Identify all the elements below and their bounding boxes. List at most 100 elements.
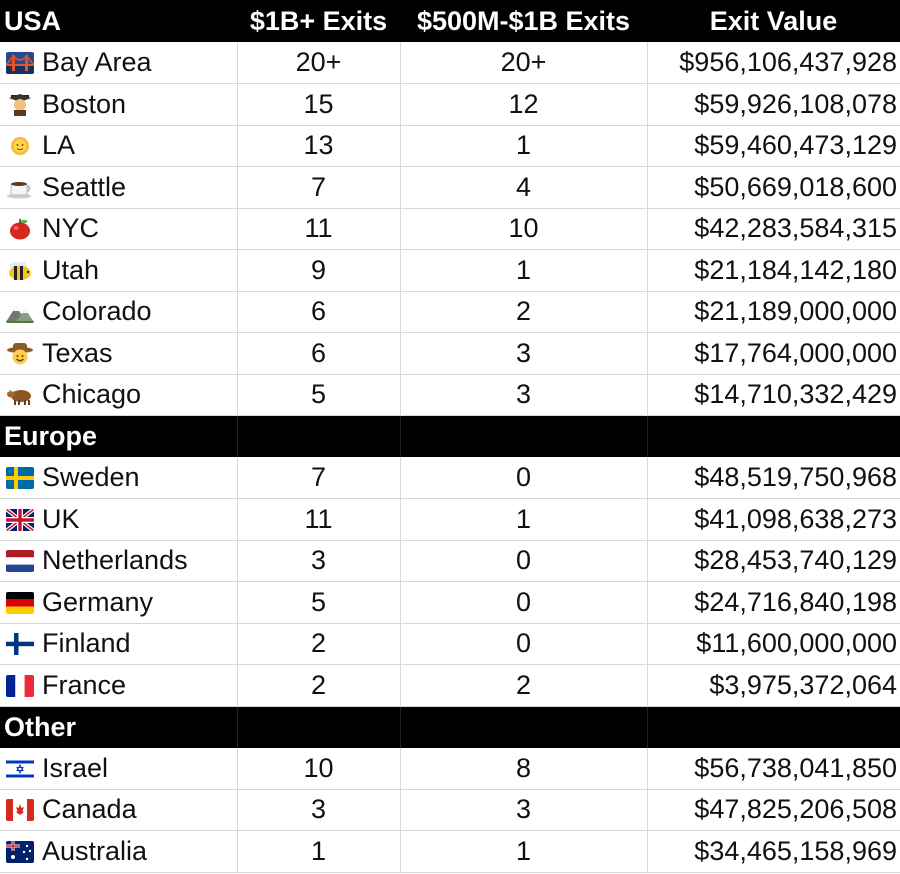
table-row: LA 13 1 $59,460,473,129 — [0, 125, 900, 167]
exit-value-cell: $11,600,000,000 — [647, 623, 900, 665]
1b-exits-cell: 6 — [237, 332, 401, 375]
region-name: Seattle — [42, 171, 127, 202]
netherlands-flag-icon — [6, 550, 34, 573]
region-cell: Sweden — [0, 457, 238, 499]
uk-flag-icon — [6, 508, 34, 531]
table-body: Bay Area 20+ 20+ $956,106,437,928 Boston 15 12… — [0, 42, 900, 873]
exit-value-cell: $48,519,750,968 — [647, 457, 900, 499]
region-name: UK — [42, 503, 80, 534]
exit-value-cell: $50,669,018,600 — [647, 166, 900, 209]
1b-exits-cell: 13 — [237, 125, 401, 167]
500m-1b-exits-cell: 0 — [400, 623, 648, 665]
500m-1b-exits-cell: 3 — [400, 332, 648, 375]
section-label: Europe — [0, 415, 238, 457]
france-flag-icon — [6, 674, 34, 697]
1b-exits-cell: 11 — [237, 208, 401, 250]
section-header-europe: Europe — [0, 415, 900, 457]
exit-value-cell: $24,716,840,198 — [647, 581, 900, 624]
region-cell: NYC — [0, 208, 238, 250]
header-500m-1b-exits: $500M-$1B Exits — [400, 0, 647, 42]
500m-1b-exits-cell: 12 — [400, 83, 648, 126]
region-name: Finland — [42, 628, 131, 659]
region-name: Boston — [42, 88, 127, 119]
mountain-icon — [6, 301, 34, 324]
section-empty-cell — [647, 706, 900, 748]
table-row: Australia 1 1 $34,465,158,969 — [0, 830, 900, 873]
region-cell: Utah — [0, 249, 238, 292]
region-name: Chicago — [42, 379, 142, 410]
1b-exits-cell: 2 — [237, 664, 401, 707]
1b-exits-cell: 5 — [237, 374, 401, 416]
table-row: Finland 2 0 $11,600,000,000 — [0, 623, 900, 665]
region-cell: LA — [0, 125, 238, 167]
1b-exits-cell: 15 — [237, 83, 401, 126]
region-name: Bay Area — [42, 47, 152, 77]
australia-flag-icon — [6, 840, 34, 863]
500m-1b-exits-cell: 4 — [400, 166, 648, 209]
section-header-other: Other — [0, 706, 900, 748]
table-row: Chicago 5 3 $14,710,332,429 — [0, 374, 900, 416]
table-row: Netherlands 3 0 $28,453,740,129 — [0, 540, 900, 582]
region-cell: Germany — [0, 581, 238, 624]
header-region: USA — [0, 0, 237, 42]
region-cell: Finland — [0, 623, 238, 665]
coffee-icon — [6, 177, 34, 199]
500m-1b-exits-cell: 2 — [400, 291, 648, 333]
region-name: Australia — [42, 835, 148, 866]
table-row: UK 11 1 $41,098,638,273 — [0, 498, 900, 541]
region-cell: Texas — [0, 332, 238, 375]
section-empty-cell — [237, 706, 401, 748]
germany-flag-icon — [6, 591, 34, 614]
table-row: Texas 6 3 $17,764,000,000 — [0, 332, 900, 375]
500m-1b-exits-cell: 20+ — [400, 42, 648, 84]
region-cell: Chicago — [0, 374, 238, 416]
1b-exits-cell: 5 — [237, 581, 401, 624]
table-row: Boston 15 12 $59,926,108,078 — [0, 83, 900, 126]
1b-exits-cell: 20+ — [237, 42, 401, 84]
exit-value-cell: $41,098,638,273 — [647, 498, 900, 541]
header-exit-value: Exit Value — [647, 0, 900, 42]
header-1b-exits: $1B+ Exits — [237, 0, 400, 42]
region-name: LA — [42, 130, 76, 161]
500m-1b-exits-cell: 0 — [400, 457, 648, 499]
region-name: Canada — [42, 794, 137, 825]
500m-1b-exits-cell: 2 — [400, 664, 648, 707]
exit-value-cell: $34,465,158,969 — [647, 830, 900, 873]
500m-1b-exits-cell: 0 — [400, 581, 648, 624]
exit-value-cell: $47,825,206,508 — [647, 789, 900, 831]
exit-value-cell: $56,738,041,850 — [647, 747, 900, 790]
bee-icon — [6, 260, 34, 282]
region-name: Germany — [42, 586, 154, 617]
table-row: Colorado 6 2 $21,189,000,000 — [0, 291, 900, 333]
1b-exits-cell: 7 — [237, 457, 401, 499]
region-cell: Australia — [0, 830, 238, 873]
graduate-icon — [6, 93, 34, 116]
region-name: Netherlands — [42, 545, 188, 576]
region-cell: Israel — [0, 747, 238, 790]
1b-exits-cell: 3 — [237, 540, 401, 582]
israel-flag-icon — [6, 757, 34, 780]
500m-1b-exits-cell: 8 — [400, 747, 648, 790]
region-name: NYC — [42, 213, 100, 244]
section-empty-cell — [647, 415, 900, 457]
region-cell: Seattle — [0, 166, 238, 209]
table-row: Israel 10 8 $56,738,041,850 — [0, 747, 900, 790]
exit-value-cell: $21,189,000,000 — [647, 291, 900, 333]
1b-exits-cell: 9 — [237, 249, 401, 292]
ox-icon — [6, 384, 34, 406]
exit-value-cell: $956,106,437,928 — [647, 42, 900, 84]
500m-1b-exits-cell: 3 — [400, 789, 648, 831]
sweden-flag-icon — [6, 467, 34, 489]
region-name: Israel — [42, 752, 109, 783]
1b-exits-cell: 6 — [237, 291, 401, 333]
golden-gate-bridge-icon — [6, 52, 34, 74]
section-empty-cell — [237, 415, 401, 457]
table-row: Seattle 7 4 $50,669,018,600 — [0, 166, 900, 209]
region-name: Utah — [42, 254, 100, 285]
exit-value-cell: $17,764,000,000 — [647, 332, 900, 375]
region-cell: Boston — [0, 83, 238, 126]
500m-1b-exits-cell: 1 — [400, 125, 648, 167]
apple-icon — [6, 218, 34, 240]
region-cell: Colorado — [0, 291, 238, 333]
